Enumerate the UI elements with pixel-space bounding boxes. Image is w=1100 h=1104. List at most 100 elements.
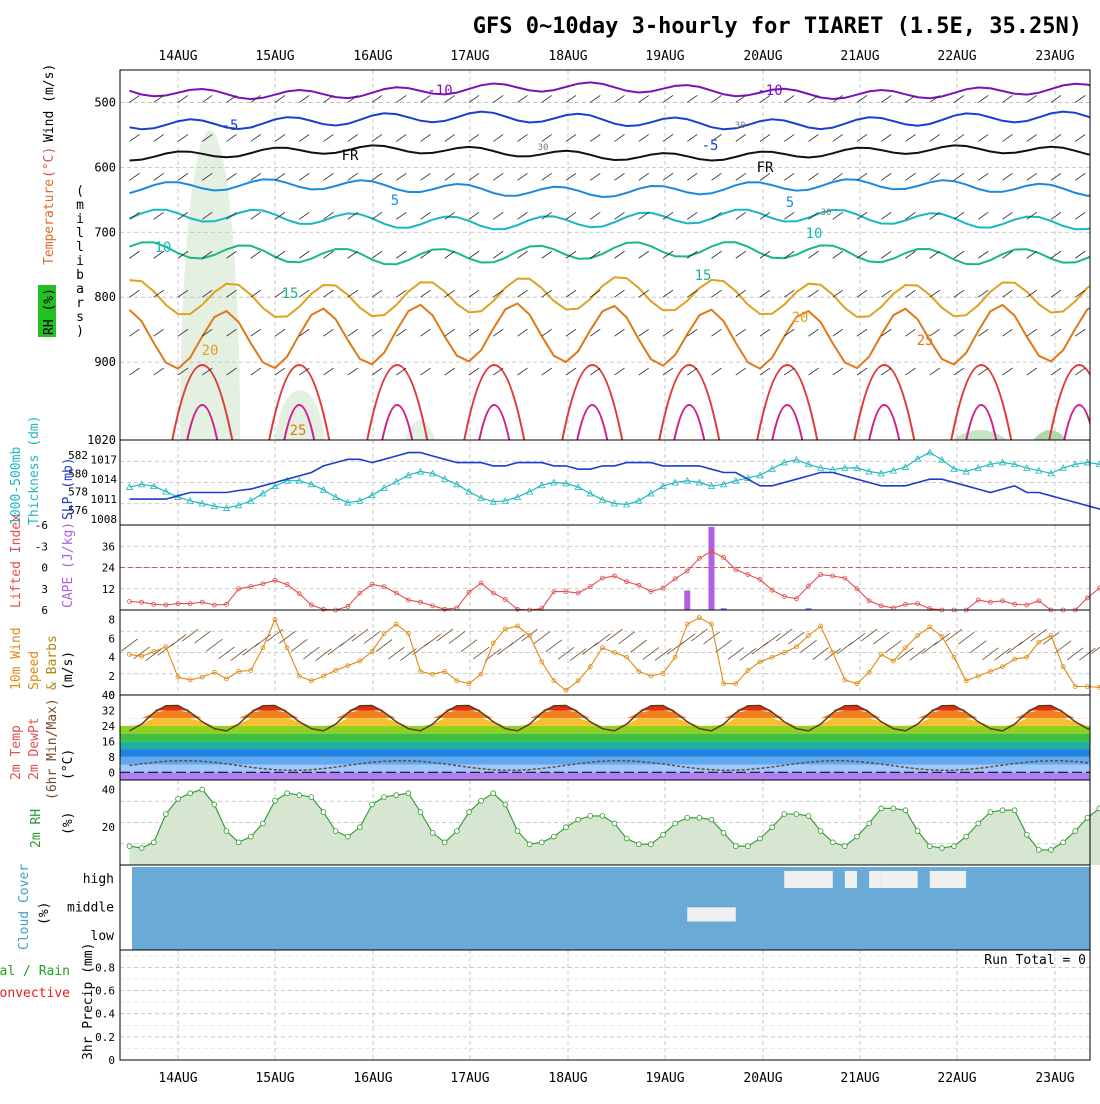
wind-barb-10m [1067, 648, 1083, 660]
wind-barb [639, 134, 649, 141]
wind-barb [421, 212, 431, 219]
wind-barb [493, 95, 503, 102]
wind-barb [809, 212, 819, 219]
rh-marker [855, 834, 860, 839]
wind-barb [1003, 329, 1013, 336]
contour-label: 25 [290, 423, 307, 439]
rh-blob [275, 390, 325, 510]
wind-barb [542, 329, 552, 336]
rh-axis-label: RH (%) [42, 288, 57, 335]
wind-barb [1003, 95, 1013, 102]
wind-barb-10m [885, 641, 901, 653]
contour-label: 10 [806, 226, 823, 242]
cloud-level-label: high [83, 872, 114, 887]
wind-barb [518, 329, 528, 336]
wind-barb [469, 212, 479, 219]
cloud-axis-label: Cloud Cover [17, 864, 32, 950]
wind-axis-label: (m/s) [61, 651, 76, 690]
wind-barb [809, 134, 819, 141]
contour-label: 15 [695, 268, 712, 284]
wind-barb [493, 173, 503, 180]
wind-tick-label: 6 [108, 632, 115, 645]
wind-barb [469, 251, 479, 258]
rh-marker [830, 840, 835, 845]
wind-barb [881, 134, 891, 141]
temp-bands-group [120, 706, 1100, 781]
wind-barb [615, 329, 625, 336]
wind-barb [1027, 329, 1037, 336]
wind-barb [251, 212, 261, 219]
rh-marker [285, 791, 290, 796]
wind-barb [324, 329, 334, 336]
wind-barb [639, 95, 649, 102]
wind-barb [954, 290, 964, 297]
wind-barb [445, 134, 455, 141]
wind-axis-label: Wind (m/s) [42, 64, 57, 142]
wind-barb [445, 251, 455, 258]
wind-barb-10m [206, 639, 222, 651]
temp-tick-label: 0 [108, 766, 115, 779]
top-date-label: 20AUG [743, 49, 782, 64]
wind-barb [906, 290, 916, 297]
wind-barb [663, 173, 673, 180]
wind-barb [469, 329, 479, 336]
rh-marker [527, 842, 532, 847]
wind-barb [784, 173, 794, 180]
millibars-letter: s [76, 310, 84, 325]
isotherm-FR [130, 145, 1100, 160]
thickness-axis-label-1: 1000-500mb [9, 447, 24, 525]
wind-barb [251, 134, 261, 141]
wind-barb [978, 212, 988, 219]
wind-barb [251, 290, 261, 297]
contour-label: FR [757, 160, 774, 176]
rh-marker [1012, 808, 1017, 813]
wind-barb [833, 368, 843, 375]
li-axis-label: Lifted Index [9, 514, 24, 608]
li-tick-label: 6 [41, 604, 48, 617]
precip-tick-label: 0.4 [95, 1008, 115, 1021]
contour-label: -10 [757, 83, 782, 99]
warm-arch-30 [1049, 365, 1100, 440]
rh-axis-label: 2m RH [29, 809, 44, 848]
pressure-tick-label: 900 [94, 355, 116, 369]
contour-label: 15 [282, 286, 299, 302]
temperature-unit-label: (°C) [42, 147, 57, 178]
rh-marker [1049, 847, 1054, 852]
wind-barb [445, 173, 455, 180]
warm-arch-35 [479, 405, 509, 440]
rh-marker [297, 793, 302, 798]
rh-marker [260, 821, 265, 826]
rh-marker [309, 795, 314, 800]
wind-barb [881, 212, 891, 219]
wind-barb [518, 134, 528, 141]
contour-label: 5 [786, 195, 794, 211]
top-date-label: 23AUG [1035, 49, 1074, 64]
rh-marker [745, 844, 750, 849]
wind-barb [154, 212, 164, 219]
rh-marker [127, 844, 132, 849]
wind-barb [663, 290, 673, 297]
wind-barb [687, 134, 697, 141]
wind-barb-10m [461, 640, 477, 652]
rh-marker [321, 810, 326, 815]
wind-barb [275, 251, 285, 258]
rh-marker [709, 817, 714, 822]
chart-title: GFS 0~10day 3-hourly for TIARET (1.5E, 3… [473, 14, 1082, 39]
wind-barb [857, 368, 867, 375]
rh-marker [794, 812, 799, 817]
thickness-axis-label-2: Thickness (dm) [27, 415, 42, 525]
wind-barb [275, 368, 285, 375]
wind-barb-10m [910, 648, 926, 660]
rh-marker [661, 832, 666, 837]
wind-barb [712, 173, 722, 180]
rh-marker [564, 825, 569, 830]
bottom-date-label: 16AUG [353, 1071, 392, 1086]
rh-marker [248, 834, 253, 839]
wind-barb [978, 173, 988, 180]
temp-axis-label: (°C) [61, 749, 76, 780]
wind-barb [639, 251, 649, 258]
rh-marker [600, 813, 605, 818]
wind-barb [445, 368, 455, 375]
wind-barb-10m [740, 648, 756, 660]
rh-blob [610, 515, 670, 605]
